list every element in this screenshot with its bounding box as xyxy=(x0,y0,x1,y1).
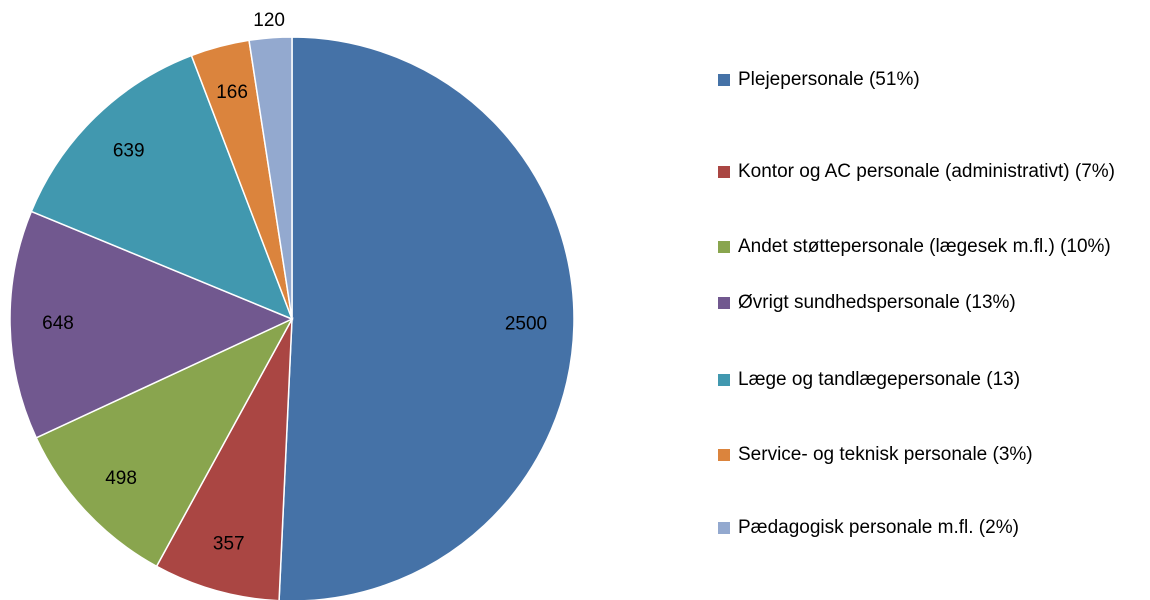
data-label: 639 xyxy=(113,140,145,161)
legend-swatch xyxy=(718,74,730,86)
data-label: 2500 xyxy=(505,313,547,334)
pie-slice xyxy=(248,36,293,320)
pie-slice xyxy=(155,318,293,600)
legend-entry: Service- og teknisk personale (3%) xyxy=(718,444,1033,465)
legend-label: Øvrigt sundhedspersonale (13%) xyxy=(738,292,1016,313)
legend-label: Læge og tandlægepersonale (13) xyxy=(738,369,1020,390)
legend-swatch xyxy=(718,241,730,253)
pie-slice xyxy=(35,317,294,568)
legend-label: Andet støttepersonale (lægesek m.fl.) (1… xyxy=(738,236,1111,257)
legend-entry: Pædagogisk personale m.fl. (2%) xyxy=(718,517,1019,538)
legend-label: Plejepersonale (51%) xyxy=(738,69,920,90)
legend-swatch xyxy=(718,522,730,534)
legend-label: Pædagogisk personale m.fl. (2%) xyxy=(738,517,1019,538)
legend-swatch xyxy=(718,374,730,386)
legend-swatch xyxy=(718,449,730,461)
legend-entry: Læge og tandlægepersonale (13) xyxy=(718,369,1020,390)
legend-entry: Kontor og AC personale (administrativt) … xyxy=(718,161,1115,182)
legend-swatch xyxy=(718,297,730,309)
legend-swatch xyxy=(718,166,730,178)
data-label: 166 xyxy=(216,82,248,103)
legend-entry: Plejepersonale (51%) xyxy=(718,69,920,90)
data-label: 648 xyxy=(42,313,74,334)
legend-entry: Øvrigt sundhedspersonale (13%) xyxy=(718,292,1016,313)
data-label: 357 xyxy=(213,533,245,554)
legend-entry: Andet støttepersonale (lægesek m.fl.) (1… xyxy=(718,236,1111,257)
legend-label: Service- og teknisk personale (3%) xyxy=(738,444,1033,465)
data-label: 498 xyxy=(105,468,137,489)
pie-slice xyxy=(9,210,294,439)
pie-slice xyxy=(278,36,575,600)
pie-slice xyxy=(30,54,294,321)
legend-label: Kontor og AC personale (administrativt) … xyxy=(738,161,1115,182)
data-label: 120 xyxy=(253,10,285,31)
